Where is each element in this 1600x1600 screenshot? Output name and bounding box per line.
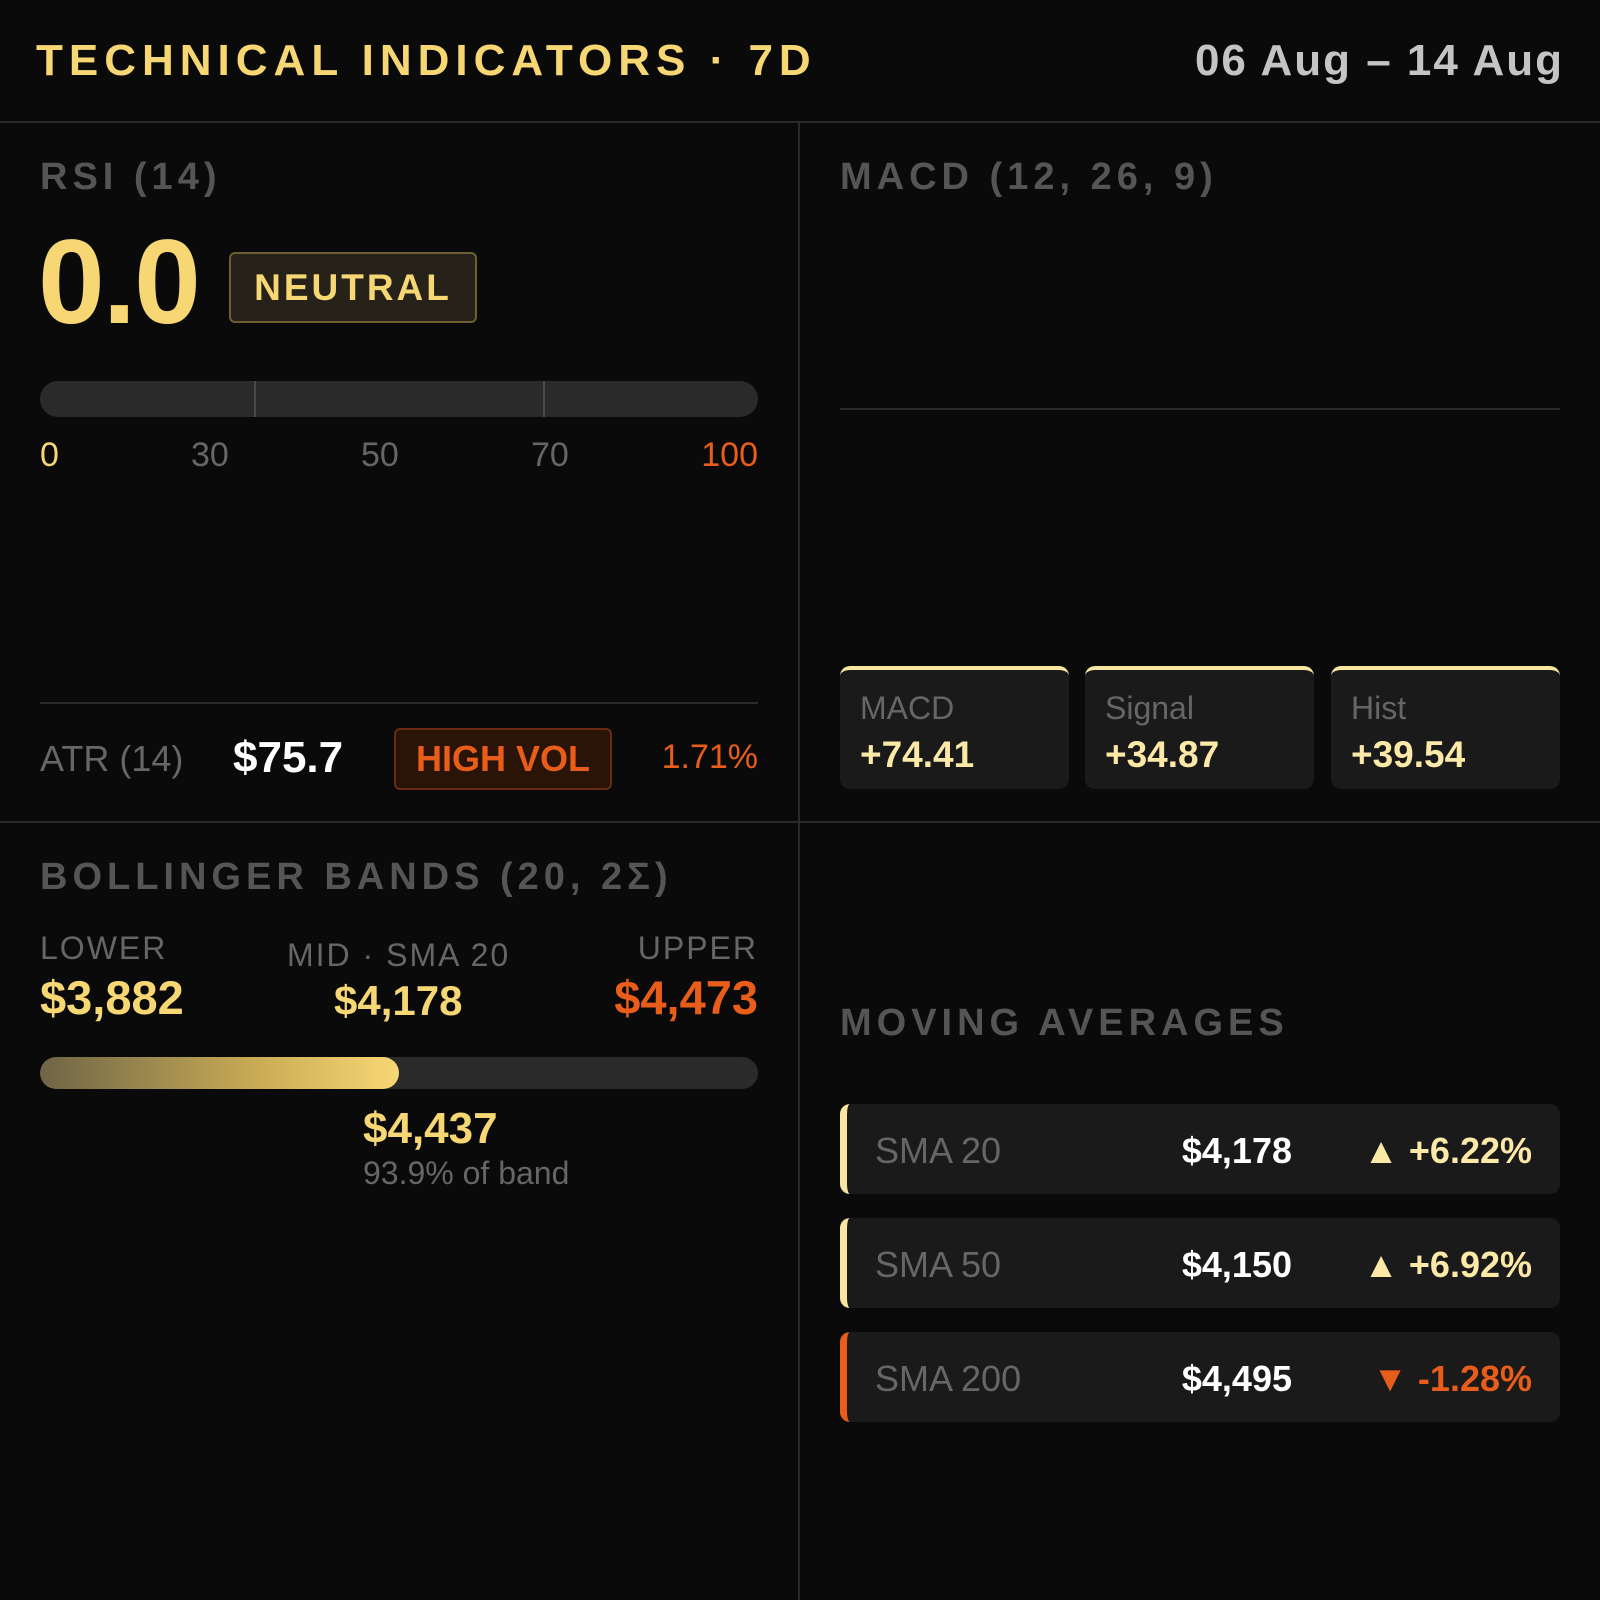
atr-value: $75.7 — [233, 733, 344, 782]
macd-card-value: +39.54 — [1351, 734, 1466, 775]
dashboard-header: TECHNICAL INDICATORS · 7D 06 Aug – 14 Au… — [0, 0, 1600, 123]
ma-row-sma200: SMA 200 $4,495 ▼ -1.28% — [840, 1332, 1560, 1422]
dashboard-title: TECHNICAL INDICATORS · 7D — [36, 36, 817, 85]
bollinger-position-bar — [40, 1057, 758, 1089]
macd-label: MACD (12, 26, 9) — [840, 156, 1218, 198]
bollinger-upper-value: $4,473 — [614, 971, 758, 1024]
rsi-overbought-marker — [543, 381, 545, 417]
ma-row-sma50: SMA 50 $4,150 ▲ +6.92% — [840, 1218, 1560, 1308]
atr-volatility-badge: HIGH VOL — [394, 728, 612, 790]
ma-price: $4,178 — [1181, 1130, 1292, 1171]
bollinger-lower-value: $3,882 — [40, 971, 184, 1024]
ma-name: SMA 200 — [875, 1358, 1022, 1399]
rsi-gauge — [40, 381, 758, 417]
rsi-label: RSI (14) — [40, 156, 222, 198]
rsi-signal-badge: NEUTRAL — [229, 252, 477, 323]
rsi-tick-100: 100 — [701, 436, 758, 474]
bollinger-lower-label: LOWER — [40, 930, 168, 966]
vertical-divider — [798, 123, 800, 1600]
atr-label: ATR (14) — [40, 738, 184, 779]
ma-name: SMA 50 — [875, 1244, 1002, 1285]
macd-card-label: Signal — [1105, 690, 1194, 726]
horizontal-divider — [0, 821, 1600, 823]
bollinger-band-percent: 93.9% of band — [363, 1155, 570, 1191]
macd-card-value: +34.87 — [1105, 734, 1220, 775]
rsi-tick-70: 70 — [531, 436, 569, 474]
rsi-tick-50: 50 — [361, 436, 399, 474]
rsi-oversold-marker — [254, 381, 256, 417]
bollinger-label: BOLLINGER BANDS (20, 2Σ) — [40, 856, 673, 898]
ma-change: ▲ +6.92% — [1363, 1244, 1532, 1285]
date-range: 06 Aug – 14 Aug — [1194, 36, 1564, 85]
bollinger-position-fill — [40, 1057, 399, 1089]
ma-name: SMA 20 — [875, 1130, 1002, 1171]
atr-percent: 1.71% — [661, 738, 758, 776]
atr-divider — [40, 702, 758, 704]
macd-card-macd: MACD +74.41 — [840, 666, 1069, 789]
rsi-tick-0: 0 — [40, 436, 59, 474]
bollinger-upper-label: UPPER — [637, 930, 758, 966]
macd-card-label: Hist — [1351, 690, 1407, 726]
macd-card-value: +74.41 — [860, 734, 975, 775]
ma-row-sma20: SMA 20 $4,178 ▲ +6.22% — [840, 1104, 1560, 1194]
ma-price: $4,495 — [1181, 1358, 1292, 1399]
macd-card-signal: Signal +34.87 — [1085, 666, 1314, 789]
bollinger-mid-value: $4,178 — [334, 977, 463, 1024]
rsi-value: 0.0 — [38, 215, 201, 349]
ma-change: ▼ -1.28% — [1372, 1358, 1532, 1399]
macd-card-hist: Hist +39.54 — [1331, 666, 1560, 789]
ma-change: ▲ +6.22% — [1363, 1130, 1532, 1171]
moving-averages-label: MOVING AVERAGES — [840, 1002, 1289, 1044]
bollinger-current-price: $4,437 — [363, 1104, 498, 1153]
macd-zero-line — [840, 408, 1560, 410]
bollinger-mid-label: MID · SMA 20 — [287, 937, 511, 973]
macd-card-label: MACD — [860, 690, 955, 726]
ma-price: $4,150 — [1181, 1244, 1292, 1285]
rsi-tick-30: 30 — [191, 436, 229, 474]
